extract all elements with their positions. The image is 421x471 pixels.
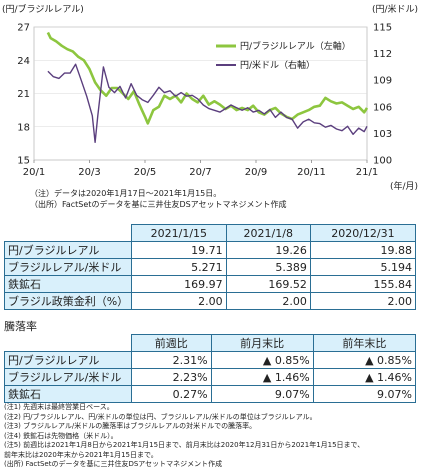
table-row: 円/ブラジルレアル 2.31% ▲ 0.85% ▲ 0.85% [4, 351, 417, 369]
footnotes: (注1) 先週末は最終営業日ベース。 (注2) 円/ブラジルレアル、円/米ドルの… [4, 403, 418, 470]
table-row: ブラジル政策金利（%） 2.00 2.00 2.00 [4, 292, 417, 310]
cell-value: ▲ 1.46% [312, 368, 417, 386]
exchange-rate-chart: (円/ブラジルレアル) (円/米ドル) 15 18 21 24 27 100 103 106… [2, 3, 418, 190]
row-label: ブラジルレアル/米ドル [4, 258, 132, 276]
cell-value: 0.27% [131, 385, 212, 403]
cell-value: 169.97 [131, 275, 227, 293]
x-tick-label: 20/5 [134, 167, 156, 178]
cell-value: ▲ 0.85% [312, 351, 417, 369]
footnote: (注1) 先週末は最終営業日ベース。 [4, 403, 114, 411]
chart-notes: （注）データは2020年1月17日～2021年1月15日。 （出所）FactSe… [30, 188, 287, 210]
change-header-month: 前月末比 [210, 334, 314, 352]
x-tick-label: 21/1 [356, 167, 378, 178]
table-row: ブラジルレアル/米ドル 5.271 5.389 5.194 [4, 258, 417, 276]
cell-value: 2.00 [131, 292, 227, 310]
cell-value: 2.31% [131, 351, 212, 369]
y-right-tick-label: 106 [373, 102, 392, 113]
chart-note-source: （出所）FactSetのデータを基に三井住友DSアセットマネジメント作成 [30, 200, 287, 209]
cell-value: 155.84 [309, 275, 417, 293]
x-tick-label: 20/1 [23, 167, 45, 178]
table-row: 鉄鉱石 169.97 169.52 155.84 [4, 275, 417, 293]
change-rate-caption: 騰落率 [4, 320, 37, 333]
series-lines [46, 31, 369, 144]
level-header-date-2: 2021/1/8 [225, 224, 311, 242]
y-left-tick-label: 27 [17, 23, 30, 34]
cell-value: 19.88 [309, 241, 417, 259]
x-tick-label: 20/3 [78, 167, 100, 178]
cell-value: 9.07% [210, 385, 314, 403]
cell-value: 5.271 [131, 258, 227, 276]
footnote: (注5) 前週比は2021年1月8日から2021年1月15日まで、前月末比は20… [4, 441, 365, 449]
change-table-header: 前週比 前月末比 前年末比 [4, 334, 417, 352]
x-tick-label: 20/7 [189, 167, 211, 178]
y-right-tick-label: 103 [373, 129, 392, 140]
y-right-axis-label: (円/米ドル) [372, 3, 418, 15]
footnote: (注3) ブラジルレアル/米ドルの騰落率はブラジルレアルの対米ドルでの騰落率。 [4, 422, 257, 430]
table-row: ブラジルレアル/米ドル 2.23% ▲ 1.46% ▲ 1.46% [4, 368, 417, 386]
x-tick-label: 20/9 [245, 167, 267, 178]
cell-value: 5.389 [225, 258, 311, 276]
legend: 円/ブラジルレアル（左軸） 円/米ドル（右軸） [216, 40, 351, 71]
change-header-year: 前年末比 [312, 334, 417, 352]
change-header-week: 前週比 [131, 334, 212, 352]
series-line-yen-usd [47, 63, 368, 144]
series-line-yen-brl [46, 31, 369, 125]
row-label: ブラジルレアル/米ドル [4, 368, 132, 386]
y-left-tick-label: 15 [17, 156, 30, 167]
level-header-date-3: 2020/12/31 [309, 224, 417, 242]
x-tick-label: 20/11 [297, 167, 326, 178]
table-row: 円/ブラジルレアル 19.71 19.26 19.88 [4, 241, 417, 259]
y-right-ticks: 100 103 106 109 112 115 [373, 23, 392, 167]
change-table-corner [4, 334, 132, 352]
row-label: 鉄鉱石 [4, 275, 132, 293]
y-right-tick-label: 112 [373, 49, 392, 60]
y-right-tick-label: 115 [373, 23, 392, 34]
footnote: (出所) FactSetのデータを基に三井住友DSアセットマネジメント作成 [4, 460, 223, 468]
change-rate-table: 前週比 前月末比 前年末比 円/ブラジルレアル 2.31% ▲ 0.85% ▲ … [4, 334, 417, 403]
y-left-axis-label: (円/ブラジルレアル) [2, 3, 84, 15]
gridlines [34, 26, 367, 128]
x-unit-label: (年/月) [390, 180, 418, 190]
legend-label-usd: 円/米ドル（右軸） [240, 59, 315, 71]
cell-value: 19.71 [131, 241, 227, 259]
level-table-header: 2021/1/15 2021/1/8 2020/12/31 [4, 224, 417, 242]
footnote: (注4) 鉄鉱石は先物価格（米ドル）。 [4, 431, 118, 440]
y-right-tick-label: 100 [373, 156, 392, 167]
table-row: 鉄鉱石 0.27% 9.07% 9.07% [4, 385, 417, 403]
x-ticks: 20/1 20/3 20/5 20/7 20/9 20/11 21/1 [23, 160, 378, 178]
cell-value: 5.194 [309, 258, 417, 276]
row-label: ブラジル政策金利（%） [4, 292, 132, 310]
y-left-tick-label: 18 [17, 122, 30, 133]
cell-value: 9.07% [312, 385, 417, 403]
cell-value: 2.23% [131, 368, 212, 386]
y-left-ticks: 15 18 21 24 27 [17, 23, 30, 167]
y-right-tick-label: 109 [373, 76, 392, 87]
cell-value: 2.00 [225, 292, 311, 310]
row-label: 円/ブラジルレアル [4, 351, 132, 369]
y-left-tick-label: 24 [17, 56, 30, 67]
row-label: 円/ブラジルレアル [4, 241, 132, 259]
y-left-tick-label: 21 [17, 89, 30, 100]
cell-value: ▲ 1.46% [210, 368, 314, 386]
footnote: (注2) 円/ブラジルレアル、円/米ドルの単位は円、ブラジルレアル/米ドルの単位… [4, 412, 317, 421]
level-table: 2021/1/15 2021/1/8 2020/12/31 円/ブラジルレアル … [4, 224, 417, 310]
level-table-corner [4, 224, 132, 242]
level-header-date-1: 2021/1/15 [131, 224, 227, 242]
cell-value: 2.00 [309, 292, 417, 310]
cell-value: 169.52 [225, 275, 311, 293]
cell-value: ▲ 0.85% [210, 351, 314, 369]
legend-label-brl: 円/ブラジルレアル（左軸） [240, 40, 351, 52]
cell-value: 19.26 [225, 241, 311, 259]
footnote: 前年末比は2020年末から2021年1月15日まで。 [4, 450, 158, 459]
chart-note-data-period: （注）データは2020年1月17日～2021年1月15日。 [30, 189, 222, 198]
row-label: 鉄鉱石 [4, 385, 132, 403]
